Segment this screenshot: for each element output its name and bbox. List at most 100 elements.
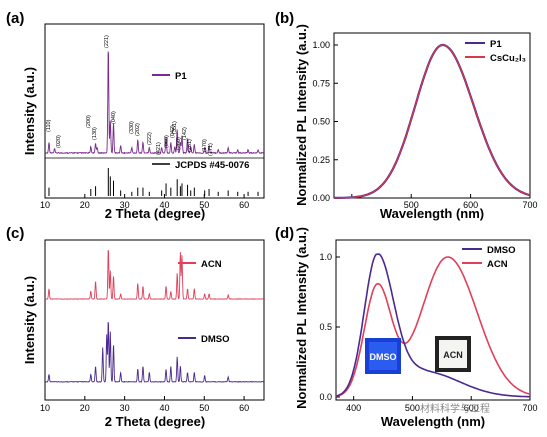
- panel-c-xticks: [44, 396, 245, 400]
- legend-p1-label: P1: [175, 71, 187, 82]
- panel-d-frame: [335, 239, 531, 401]
- tick-label: 500: [404, 200, 419, 210]
- photo-dmso-label: DMSO: [370, 352, 397, 362]
- plane-label: (260): [176, 137, 182, 150]
- panel-a: (a) 10 20 30 40 50 60 (110) (020) (200) …: [6, 10, 265, 221]
- tick-label: 20: [80, 200, 90, 210]
- panel-b-ylabel: Normalized PL Intensity (a.u.): [294, 24, 309, 206]
- tick-label: 60: [239, 200, 249, 210]
- panel-a-letter: (a): [6, 10, 24, 27]
- panel-c: (c) 10 20 30 40 50 60 ACN DMSO 2 Theta (…: [6, 225, 265, 429]
- panel-b-xticklabels: 500 600 700: [404, 200, 538, 210]
- panel-c-ylabel: Intensity (a.u.): [22, 276, 37, 364]
- plane-label: (110): [46, 119, 52, 132]
- tick-label: 40: [159, 200, 169, 210]
- plane-label: (170): [202, 139, 208, 152]
- legend-acn-label: ACN: [487, 259, 508, 270]
- panel-d-yticklabels: 0.0 0.5 1.0: [319, 252, 332, 402]
- legend-p1-label: P1: [490, 39, 502, 50]
- photo-acn: ACN: [435, 336, 471, 372]
- panel-a-xticks: [44, 194, 245, 198]
- plane-label: (221): [104, 35, 110, 48]
- tick-label: 0.50: [312, 117, 330, 127]
- tick-label: 600: [463, 200, 478, 210]
- legend-jcpds-label: JCPDS #45-0076: [175, 160, 249, 171]
- legend-acn-label: ACN: [201, 259, 222, 270]
- tick-label: 30: [120, 200, 130, 210]
- photo-acn-label: ACN: [443, 350, 463, 360]
- plane-label: (421): [156, 142, 162, 155]
- panel-d-xlabel: Wavelength (nm): [381, 414, 485, 429]
- panel-a-ylabel: Intensity (a.u.): [22, 67, 37, 155]
- tick-label: 50: [199, 403, 209, 413]
- panel-b-frame: [333, 32, 531, 199]
- tick-label: 600: [464, 403, 479, 413]
- panel-a-xlabel: 2 Theta (degree): [105, 206, 205, 221]
- panel-c-xticklabels: 10 20 30 40 50 60: [40, 403, 249, 413]
- legend-dmso-label: DMSO: [487, 245, 516, 256]
- panel-b-xlabel: Wavelength (nm): [380, 206, 484, 221]
- plane-label: (202): [135, 123, 141, 136]
- plane-label: (261): [187, 139, 193, 152]
- panel-d: (d) 400 500 600 700 0.0 0.5 1.0 DMSO ACN…: [275, 225, 538, 429]
- tick-label: 500: [405, 403, 420, 413]
- panel-c-xlabel: 2 Theta (degree): [105, 414, 205, 429]
- panel-b: (b) 500 600 700 0.00 0.25 0.50 0.75 1.00…: [275, 10, 538, 221]
- photo-acn-glow: [439, 340, 467, 368]
- panel-c-letter: (c): [6, 225, 24, 242]
- plane-label: (020): [56, 135, 62, 148]
- series-dmso-line: [44, 322, 265, 383]
- plane-label: (042): [170, 125, 176, 138]
- watermark: 材料科学与工程: [420, 402, 490, 415]
- plane-label: (060): [164, 135, 170, 148]
- tick-label: 40: [159, 403, 169, 413]
- panel-d-xticklabels: 400 500 600 700: [346, 403, 537, 413]
- plane-label: (222): [147, 132, 153, 145]
- panel-a-xticklabels: 10 20 30 40 50 60: [40, 200, 249, 210]
- tick-label: 0.0: [319, 392, 332, 402]
- series-acn-line: [335, 256, 531, 398]
- tick-label: 30: [120, 403, 130, 413]
- panel-b-yticklabels: 0.00 0.25 0.50 0.75 1.00: [312, 40, 330, 203]
- panel-c-frame: [44, 239, 265, 401]
- tick-label: 0.75: [312, 78, 330, 88]
- legend-cscu2i3-label: CsCu₂I₃: [490, 53, 526, 64]
- tick-label: 50: [199, 200, 209, 210]
- tick-label: 0.5: [319, 322, 332, 332]
- series-dmso-line: [335, 253, 530, 398]
- legend-dmso-label: DMSO: [201, 334, 230, 345]
- panel-d-ylabel: Normalized PL Intensity (a.u.): [294, 227, 309, 409]
- plane-label: (330): [129, 121, 135, 134]
- tick-label: 1.0: [319, 252, 332, 262]
- tick-label: 60: [239, 403, 249, 413]
- photo-dmso: DMSO: [365, 338, 401, 374]
- panel-d-letter: (d): [275, 225, 294, 242]
- tick-label: 700: [522, 403, 537, 413]
- tick-label: 400: [346, 403, 361, 413]
- series-jcpds-bars: [48, 168, 259, 196]
- tick-label: 700: [522, 200, 537, 210]
- tick-label: 0.25: [312, 155, 330, 165]
- plane-label: (171): [208, 143, 214, 156]
- panel-b-letter: (b): [275, 10, 294, 27]
- series-p1-line: [334, 43, 531, 199]
- tick-label: 10: [40, 403, 50, 413]
- tick-label: 10: [40, 200, 50, 210]
- panel-a-plane-labels: (110) (020) (200) (130) (221) (040) (330…: [46, 35, 214, 156]
- tick-label: 1.00: [312, 40, 330, 50]
- plane-label: (040): [111, 111, 117, 124]
- panel-b-ticks: [334, 44, 531, 199]
- plane-label: (142): [182, 127, 188, 140]
- plane-label: (200): [86, 115, 92, 128]
- series-p1-line: [44, 51, 265, 155]
- tick-label: 20: [80, 403, 90, 413]
- panel-a-frame: [44, 23, 265, 199]
- tick-label: 0.00: [312, 193, 330, 203]
- series-cscu2i3-line: [334, 44, 531, 199]
- series-acn-line: [44, 250, 265, 300]
- plane-label: (130): [92, 127, 98, 140]
- plane-label: (351): [172, 121, 178, 134]
- photo-dmso-glow: [369, 342, 397, 370]
